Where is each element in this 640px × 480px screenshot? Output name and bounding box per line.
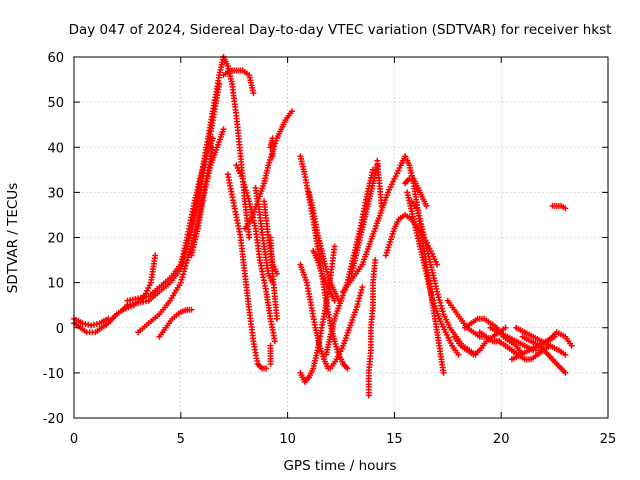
- point-markers: [404, 189, 462, 358]
- point-markers: [402, 175, 430, 209]
- y-tick-label: 50: [47, 96, 64, 111]
- point-markers: [549, 202, 569, 212]
- point-markers: [297, 261, 332, 372]
- point-markers: [233, 162, 278, 345]
- y-tick-label: 60: [47, 51, 64, 66]
- point-markers: [267, 135, 276, 160]
- point-markers: [267, 342, 274, 367]
- series-arc-34: [404, 189, 462, 358]
- point-markers: [476, 329, 547, 363]
- series-arc-7: [156, 306, 195, 340]
- x-tick-label: 15: [386, 432, 403, 447]
- series-arc-33: [402, 175, 430, 209]
- series-arc-1: [71, 302, 131, 336]
- y-tick-label: 40: [47, 141, 64, 156]
- point-markers: [156, 306, 195, 340]
- series-arc-19: [267, 135, 276, 160]
- data-series: [71, 54, 575, 399]
- point-markers: [224, 171, 270, 372]
- y-axis-label: SDTVAR / TECUs: [5, 183, 21, 293]
- x-tick-label: 10: [279, 432, 296, 447]
- series-arc-28: [348, 162, 381, 277]
- y-tick-label: 0: [56, 322, 64, 337]
- series-arc-18: [267, 342, 274, 367]
- series-arc-17: [267, 234, 280, 322]
- series-arc-13: [233, 162, 278, 345]
- chart-title: Day 047 of 2024, Sidereal Day-to-day VTE…: [69, 22, 612, 38]
- series-arc-22: [297, 261, 332, 372]
- axis-ticks: [73, 56, 609, 419]
- series-arc-12: [224, 171, 270, 372]
- x-tick-label: 5: [177, 432, 185, 447]
- x-axis-label: GPS time / hours: [283, 458, 396, 474]
- y-tick-label: -20: [43, 412, 64, 427]
- series-arc-26: [327, 284, 366, 372]
- point-markers: [188, 126, 227, 259]
- y-tick-label: 10: [47, 277, 64, 292]
- x-tick-label: 20: [493, 432, 510, 447]
- point-markers: [348, 162, 381, 277]
- point-markers: [310, 248, 338, 304]
- series-arc-8: [177, 135, 216, 268]
- y-tick-label: -10: [43, 367, 64, 382]
- point-markers: [306, 189, 342, 304]
- tick-labels: 0 5 10 15 20 25 -20 -10 0 10 20 30 40 50 60: [43, 51, 617, 447]
- series-arc-30: [374, 157, 385, 209]
- series-arc-11: [220, 67, 257, 97]
- point-markers: [374, 157, 385, 209]
- point-markers: [71, 302, 131, 336]
- point-markers: [536, 329, 575, 349]
- series-arc-23: [306, 189, 342, 304]
- point-markers: [340, 162, 404, 295]
- series-arc-24: [310, 248, 338, 304]
- series-arc-44: [536, 329, 575, 349]
- point-markers: [267, 234, 280, 322]
- point-markers: [327, 284, 366, 372]
- point-markers: [365, 257, 379, 399]
- series-arc-39: [476, 329, 547, 363]
- point-markers: [177, 135, 216, 268]
- x-tick-label: 0: [70, 432, 78, 447]
- series-arc-27: [340, 162, 404, 295]
- y-tick-label: 20: [47, 232, 64, 247]
- series-arc-15: [252, 184, 276, 286]
- x-tick-label: 25: [600, 432, 617, 447]
- series-arc-29: [365, 257, 379, 399]
- point-markers: [220, 67, 257, 97]
- point-markers: [252, 184, 276, 286]
- series-arc-9: [188, 126, 227, 259]
- y-tick-label: 30: [47, 186, 64, 201]
- series-arc-45: [549, 202, 569, 212]
